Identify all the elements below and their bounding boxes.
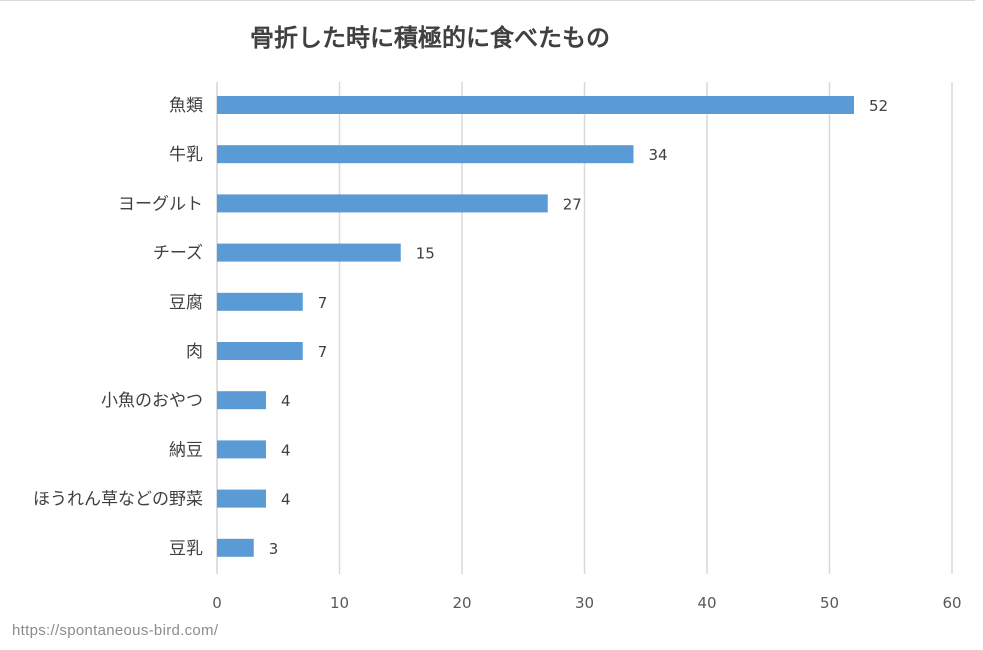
- category-label: 豆腐: [169, 293, 203, 313]
- chart-title: 骨折した時に積極的に食べたもの: [250, 24, 610, 52]
- x-tick-label: 0: [212, 594, 222, 612]
- data-label: 15: [416, 245, 435, 263]
- bar: [217, 292, 303, 311]
- category-label: ほうれん草などの野菜: [33, 490, 203, 510]
- x-tick-label: 20: [452, 594, 471, 612]
- bar: [217, 440, 266, 459]
- data-label: 52: [869, 97, 888, 115]
- data-label: 4: [281, 491, 291, 509]
- category-label: 牛乳: [169, 145, 203, 165]
- data-label: 34: [649, 146, 668, 164]
- bar: [217, 96, 854, 114]
- category-label: 小魚のおやつ: [101, 391, 203, 411]
- data-label: 7: [318, 294, 328, 312]
- category-label: 魚類: [169, 96, 203, 116]
- data-label: 27: [563, 195, 582, 213]
- data-label: 4: [281, 392, 291, 410]
- category-label: 納豆: [169, 440, 203, 460]
- bar: [217, 194, 548, 213]
- bar: [217, 145, 634, 164]
- top-divider: [0, 0, 975, 1]
- data-label: 3: [269, 540, 279, 558]
- x-tick-label: 30: [575, 594, 594, 612]
- bar: [217, 489, 266, 508]
- watermark-url: https://spontaneous-bird.com/: [12, 622, 219, 639]
- x-tick-label: 60: [942, 594, 961, 612]
- bar: [217, 342, 303, 360]
- bar: [217, 538, 254, 557]
- category-label: ヨーグルト: [118, 194, 203, 214]
- category-label: 肉: [186, 342, 203, 362]
- x-tick-label: 10: [330, 594, 349, 612]
- data-label: 4: [281, 441, 291, 459]
- category-label: チーズ: [153, 244, 203, 264]
- bar: [217, 243, 401, 262]
- data-label: 7: [318, 343, 328, 361]
- x-tick-label: 40: [697, 594, 716, 612]
- bar: [217, 391, 266, 410]
- category-label: 豆乳: [169, 539, 203, 559]
- x-tick-label: 50: [820, 594, 839, 612]
